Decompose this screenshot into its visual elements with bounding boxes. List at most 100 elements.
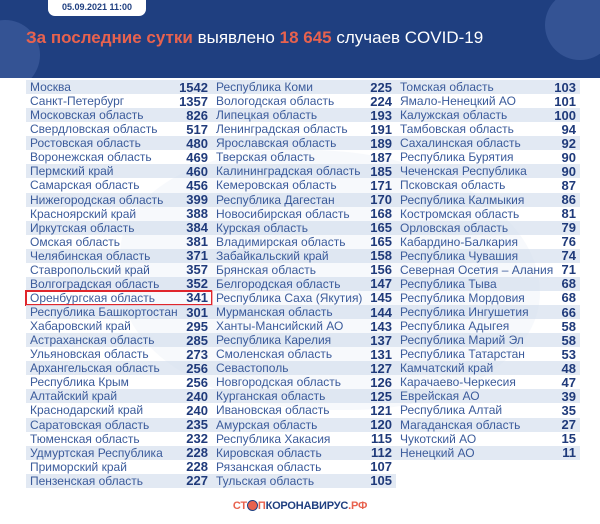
region-row: Новосибирская область 168 xyxy=(212,206,396,222)
region-name: Удмуртская Республика xyxy=(30,445,163,460)
region-row: Амурская область 120 xyxy=(212,417,396,432)
region-name: Калужская область xyxy=(400,108,508,123)
case-count: 100 xyxy=(554,107,576,123)
region-row: Карачаево-Черкесия 47 xyxy=(396,374,580,390)
region-row: Республика Коми 225 xyxy=(212,79,396,95)
region-name: Ростовская область xyxy=(30,136,141,151)
region-name: Новгородская область xyxy=(216,375,342,390)
region-row: Тамбовская область 94 xyxy=(396,122,580,137)
case-count: 371 xyxy=(186,248,208,264)
case-count: 90 xyxy=(561,149,576,165)
region-name: Пензенская область xyxy=(30,473,144,488)
region-name: Алтайский край xyxy=(30,389,118,404)
case-count: 168 xyxy=(370,206,392,222)
case-count: 107 xyxy=(370,459,392,475)
region-name: Ставропольский край xyxy=(30,262,150,277)
region-row: Тюменская область 232 xyxy=(26,431,212,447)
region-name: Самарская область xyxy=(30,178,140,193)
region-row: Рязанская область 107 xyxy=(212,459,396,475)
region-row: Республика Дагестан 170 xyxy=(212,192,396,208)
region-name: Ленинградская область xyxy=(216,122,348,137)
region-row: Астраханская область 285 xyxy=(26,333,212,348)
case-count: 235 xyxy=(186,417,208,433)
case-count: 1357 xyxy=(179,93,208,109)
region-name: Республика Калмыкия xyxy=(400,192,525,207)
region-name: Чеченская Республика xyxy=(400,164,527,179)
region-name: Республика Мордовия xyxy=(400,290,525,305)
region-row: Северная Осетия – Алания 71 xyxy=(396,262,580,277)
region-row: Ярославская область 189 xyxy=(212,136,396,151)
region-row: Ростовская область 480 xyxy=(26,135,212,151)
case-count: 53 xyxy=(561,346,576,362)
region-row: Республика Чувашия 74 xyxy=(396,248,580,263)
case-count: 480 xyxy=(186,135,208,151)
region-name: Мурманская область xyxy=(216,305,333,320)
region-row: Республика Бурятия 90 xyxy=(396,149,580,165)
case-count: 232 xyxy=(186,431,208,447)
virus-decoration-icon xyxy=(545,0,600,60)
region-row: Хабаровский край 295 xyxy=(26,318,212,334)
case-count: 165 xyxy=(370,220,392,236)
region-name: Камчатский край xyxy=(400,361,494,376)
region-name: Владимирская область xyxy=(216,234,346,249)
region-name: Забайкальский край xyxy=(216,248,329,263)
region-name: Челябинская область xyxy=(30,248,151,263)
region-row: Оренбургская область 341 xyxy=(25,289,213,307)
case-count: 47 xyxy=(561,374,576,390)
case-count: 517 xyxy=(186,121,208,137)
case-count: 92 xyxy=(561,135,576,151)
region-row: Севастополь 127 xyxy=(212,361,396,376)
region-name: Ивановская область xyxy=(216,403,330,418)
case-count: 68 xyxy=(561,290,576,306)
case-count: 295 xyxy=(186,318,208,334)
region-name: Еврейская АО xyxy=(400,389,480,404)
case-count: 144 xyxy=(370,304,392,320)
region-row: Республика Тыва 68 xyxy=(396,276,580,291)
region-row: Белгородская область 147 xyxy=(212,276,396,291)
logo-text: П xyxy=(257,500,266,512)
region-name: Республика Бурятия xyxy=(400,150,514,165)
region-name: Саратовская область xyxy=(30,417,150,432)
region-row: Кировская область 112 xyxy=(212,445,396,461)
case-count: 137 xyxy=(370,332,392,348)
region-name: Республика Алтай xyxy=(400,403,503,418)
region-row: Санкт-Петербург 1357 xyxy=(26,93,212,109)
case-count: 58 xyxy=(561,318,576,334)
region-name: Воронежская область xyxy=(30,150,152,165)
region-name: Амурская область xyxy=(216,417,318,432)
region-name: Ярославская область xyxy=(216,136,337,151)
region-name: Ханты-Мансийский АО xyxy=(216,319,344,334)
case-count: 115 xyxy=(371,431,392,447)
case-count: 131 xyxy=(370,346,392,362)
region-row: Тверская область 187 xyxy=(212,150,396,165)
region-row: Ненецкий АО 11 xyxy=(396,445,580,461)
case-count: 170 xyxy=(370,192,392,208)
case-count: 76 xyxy=(561,234,576,250)
region-name: Иркутская область xyxy=(30,220,135,235)
case-count: 191 xyxy=(370,121,392,137)
region-name: Республика Дагестан xyxy=(216,192,335,207)
region-name: Республика Карелия xyxy=(216,333,332,348)
case-count: 185 xyxy=(370,163,392,179)
region-name: Белгородская область xyxy=(216,276,341,291)
case-count: 15 xyxy=(561,431,576,447)
case-count: 273 xyxy=(186,346,208,362)
region-name: Республика Марий Эл xyxy=(400,333,524,348)
region-name: Томская область xyxy=(400,80,494,95)
region-row: Удмуртская Республика 228 xyxy=(26,445,212,460)
case-count: 112 xyxy=(371,445,392,461)
page-title: За последние сутки выявлено 18 645 случа… xyxy=(26,28,483,48)
case-count: 143 xyxy=(370,318,392,334)
region-row: Пензенская область 227 xyxy=(26,473,212,488)
region-column-3: Томская область 103 Ямало-Ненецкий АО 101 Ка… xyxy=(396,80,580,460)
case-count: 225 xyxy=(370,79,392,95)
region-name: Оренбургская область xyxy=(30,290,156,305)
case-count: 145 xyxy=(370,290,392,306)
case-count: 11 xyxy=(562,445,576,461)
region-name: Рязанская область xyxy=(216,459,322,474)
region-row: Камчатский край 48 xyxy=(396,361,580,376)
date-badge: 05.09.2021 11:00 xyxy=(48,0,147,16)
case-count: 399 xyxy=(186,192,208,208)
region-row: Ханты-Мансийский АО 143 xyxy=(212,318,396,334)
region-name: Республика Крым xyxy=(30,375,129,390)
